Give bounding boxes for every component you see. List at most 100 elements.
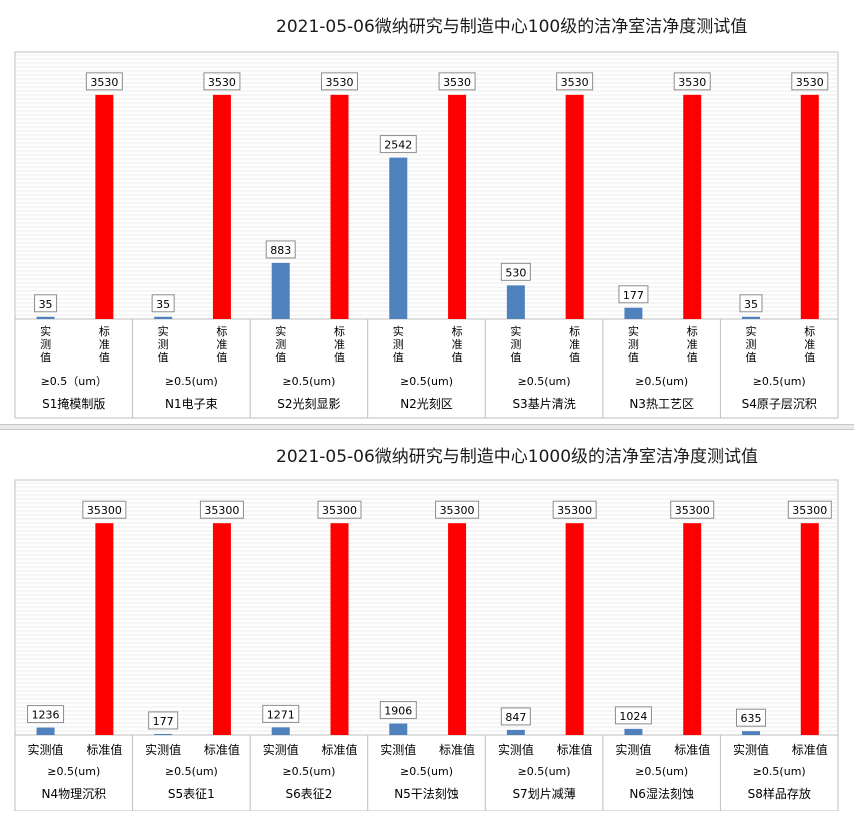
data-label: 3530 xyxy=(796,76,824,89)
series-tick-label: 标准值 xyxy=(557,742,593,757)
group-name-label: N5干法刻蚀 xyxy=(394,787,459,801)
series-tick-label-char: 实 xyxy=(40,324,51,338)
sheet-divider xyxy=(0,424,854,430)
series-tick-label-char: 标 xyxy=(334,324,345,338)
series-tick-label-char: 值 xyxy=(158,351,169,364)
series-tick-label-char: 准 xyxy=(569,338,580,351)
data-label-box xyxy=(614,706,652,725)
series-tick-label: 标准值 xyxy=(204,742,240,757)
group-name-label: N2光刻区 xyxy=(400,397,453,411)
measured-bar xyxy=(506,729,525,735)
standard-bar xyxy=(212,94,231,319)
standard-bar xyxy=(95,94,114,319)
series-tick-label: 标准值 xyxy=(674,742,710,757)
chart-100-class: 35 实测值 3530 标准值 ≥0.5（um） S1掩模制版 35 实测值 3530 标准值 ≥0… xyxy=(14,51,839,419)
data-label-box xyxy=(379,135,417,154)
group-name-label: S6表征2 xyxy=(285,787,332,801)
data-label: 1271 xyxy=(267,708,295,721)
series-tick-label-char: 标 xyxy=(804,324,815,338)
particle-size-label: ≥0.5(um) xyxy=(282,765,335,778)
measured-bar xyxy=(389,157,408,319)
data-label: 35300 xyxy=(322,504,357,517)
data-label-box xyxy=(435,500,480,519)
data-label-box xyxy=(34,294,58,313)
data-label-box xyxy=(791,72,829,91)
data-label-box xyxy=(199,500,244,519)
data-label: 35 xyxy=(156,298,170,311)
data-label: 2542 xyxy=(384,139,412,152)
series-tick-label: 实测值 xyxy=(615,742,651,757)
group-name-label: N3热工艺区 xyxy=(629,397,694,411)
series-tick-label-char: 实 xyxy=(628,324,639,338)
series-tick-label: 实测值 xyxy=(263,742,299,757)
group-name-label: S4原子层沉积 xyxy=(742,397,817,411)
chart-panel-100: 2021-05-06微纳研究与制造中心100级的洁净室洁净度测试值 35 实测值 3… xyxy=(14,17,839,419)
data-label-box xyxy=(787,500,832,519)
measured-bar xyxy=(154,316,173,319)
particle-size-label: ≥0.5(um) xyxy=(753,765,806,778)
series-tick-label-char: 实 xyxy=(393,324,404,338)
series-tick-label: 实测值 xyxy=(380,742,416,757)
series-tick-label-char: 标 xyxy=(687,324,698,338)
data-label-box xyxy=(739,294,763,313)
series-tick-label-char: 实 xyxy=(275,324,286,338)
chart-1000-class: 1236 实测值 35300 标准值 ≥0.5(um) N4物理沉积 177 实测值 35300… xyxy=(14,479,839,812)
series-tick-label-char: 标 xyxy=(216,324,227,338)
particle-size-label: ≥0.5(um) xyxy=(518,375,571,388)
data-label-box xyxy=(438,72,476,91)
particle-size-label: ≥0.5(um) xyxy=(165,765,218,778)
series-tick-label: 实测值 xyxy=(733,742,769,757)
particle-size-label: ≥0.5(um) xyxy=(400,375,453,388)
data-label-box xyxy=(379,701,417,720)
series-tick-label-char: 实 xyxy=(510,324,521,338)
group-name-label: S8样品存放 xyxy=(748,786,811,801)
data-label-box xyxy=(27,705,65,724)
data-label-box xyxy=(552,500,597,519)
data-label-box xyxy=(265,240,296,259)
data-label: 1024 xyxy=(619,710,647,723)
standard-bar xyxy=(212,523,231,735)
series-tick-label-char: 值 xyxy=(628,351,639,364)
standard-bar xyxy=(565,94,584,319)
series-tick-label-char: 测 xyxy=(158,338,169,351)
series-tick-label-char: 值 xyxy=(687,351,698,364)
data-label: 3530 xyxy=(561,76,589,89)
measured-bar xyxy=(741,731,760,735)
data-label: 35300 xyxy=(204,504,239,517)
group-name-label: N1电子束 xyxy=(165,397,218,411)
data-label-box xyxy=(82,500,127,519)
series-tick-label: 实测值 xyxy=(28,742,64,757)
particle-size-label: ≥0.5（um） xyxy=(41,375,107,388)
series-tick-label: 实测值 xyxy=(145,742,181,757)
group-name-label: N6湿法刻蚀 xyxy=(629,786,694,801)
group-name-label: S2光刻显影 xyxy=(277,397,340,411)
data-label-box xyxy=(500,707,531,726)
series-tick-label: 实测值 xyxy=(498,742,534,757)
series-tick-label-char: 测 xyxy=(40,338,51,351)
measured-bar xyxy=(154,733,173,735)
chart-title: 2021-05-06微纳研究与制造中心1000级的洁净室洁净度测试值 xyxy=(276,447,759,467)
group-name-label: S3基片清洗 xyxy=(512,397,575,411)
data-label: 35300 xyxy=(440,504,475,517)
series-tick-label-char: 值 xyxy=(452,351,463,364)
group-name-label: N4物理沉积 xyxy=(41,787,106,801)
series-tick-label-char: 测 xyxy=(745,338,756,351)
data-label: 1236 xyxy=(32,709,60,722)
group-name-label: S1掩模制版 xyxy=(42,397,105,411)
data-label: 847 xyxy=(505,711,526,724)
data-label-box xyxy=(317,500,362,519)
standard-bar xyxy=(448,523,467,735)
series-tick-label-char: 值 xyxy=(569,351,580,364)
series-tick-label-char: 测 xyxy=(510,338,521,351)
data-label: 530 xyxy=(505,266,526,279)
series-tick-label: 标准值 xyxy=(86,742,122,757)
particle-size-label: ≥0.5(um) xyxy=(635,375,688,388)
series-tick-label: 标准值 xyxy=(439,742,475,757)
measured-bar xyxy=(624,307,643,319)
data-label-box xyxy=(618,285,649,304)
series-tick-label-char: 实 xyxy=(158,324,169,338)
data-label: 3530 xyxy=(325,76,353,89)
series-tick-label-char: 值 xyxy=(745,351,756,364)
group-name-label: S7划片减薄 xyxy=(512,786,575,801)
plot-area xyxy=(14,479,839,736)
